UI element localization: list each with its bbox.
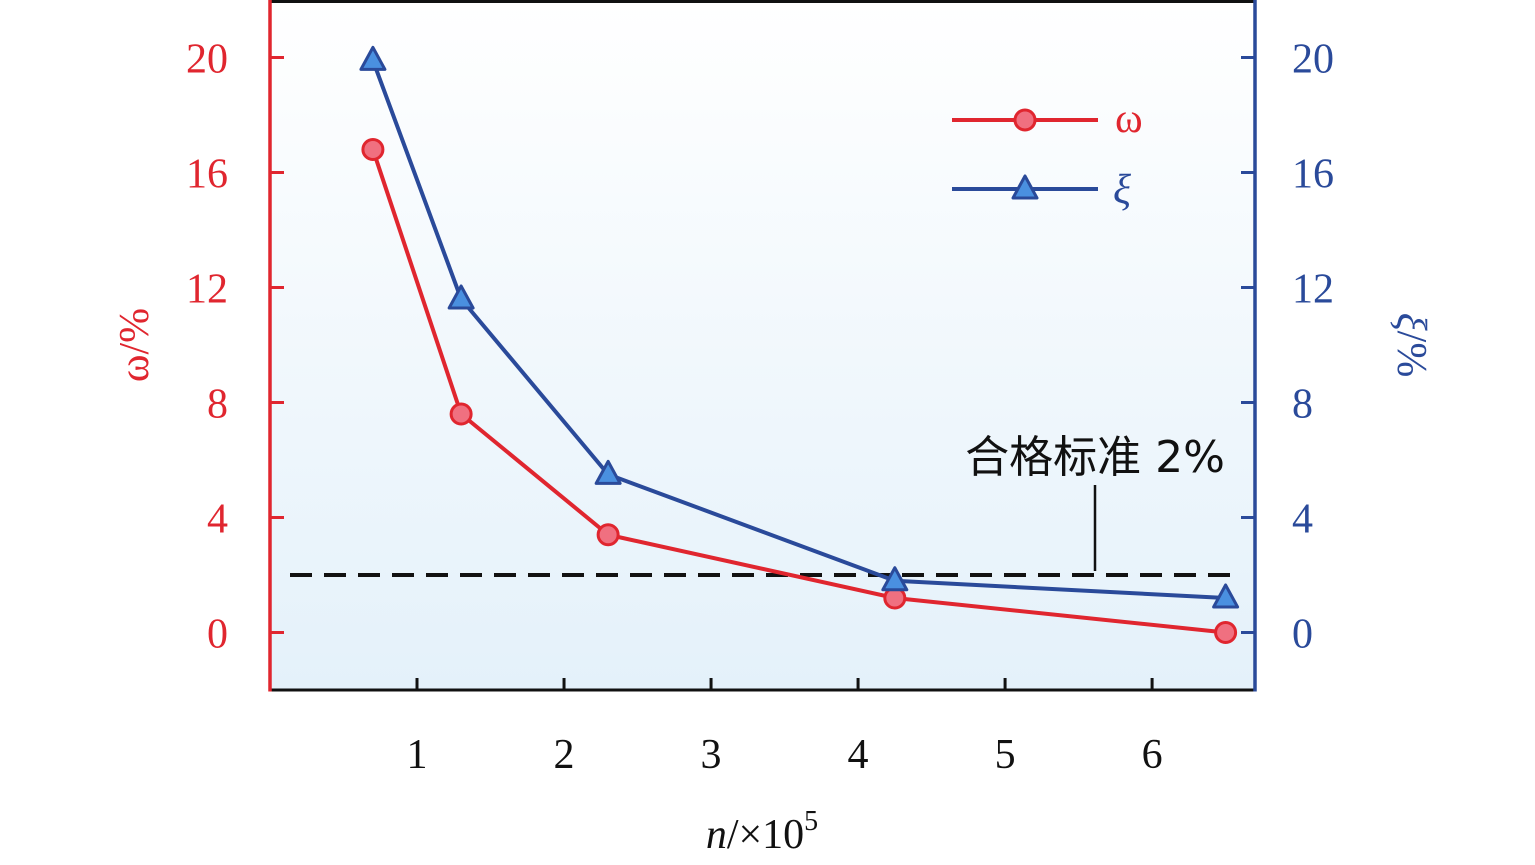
right-tick-label: 4 bbox=[1292, 497, 1313, 543]
x-axis-unit: /×10 bbox=[727, 812, 804, 858]
left-tick-label: 16 bbox=[186, 152, 228, 198]
data-point-xi bbox=[447, 284, 475, 310]
legend-label-xi: ξ bbox=[1113, 167, 1131, 213]
x-axis-exponent: 5 bbox=[804, 806, 818, 837]
right-tick-label: 12 bbox=[1292, 267, 1334, 313]
x-tick-label: 6 bbox=[1142, 732, 1163, 778]
left-tick-label: 20 bbox=[186, 37, 228, 83]
x-tick-label: 4 bbox=[848, 732, 869, 778]
data-point-xi bbox=[1212, 583, 1240, 609]
left-y-axis-title: ω/% bbox=[112, 308, 158, 382]
left-tick-label: 0 bbox=[207, 612, 228, 658]
right-tick-label: 0 bbox=[1292, 612, 1313, 658]
left-tick-label: 8 bbox=[207, 382, 228, 428]
legend-marker-xi bbox=[1011, 174, 1039, 200]
x-axis-variable: n bbox=[706, 812, 727, 858]
data-point-xi bbox=[359, 45, 387, 71]
legend-marker-omega bbox=[1013, 108, 1037, 132]
left-y-axis-unit: /% bbox=[112, 308, 158, 355]
right-tick-label: 8 bbox=[1292, 382, 1313, 428]
right-tick-label: 16 bbox=[1292, 152, 1334, 198]
right-y-axis-title: ξ/% bbox=[1388, 313, 1434, 378]
left-tick-label: 12 bbox=[186, 267, 228, 313]
x-axis-ticks: 1 2 3 4 5 6 bbox=[407, 678, 1163, 778]
right-y-axis-unit: /% bbox=[1388, 331, 1434, 378]
legend: ω ξ bbox=[952, 96, 1143, 213]
data-point-xi bbox=[594, 459, 622, 485]
right-tick-label: 20 bbox=[1292, 37, 1334, 83]
left-y-axis-variable: ω bbox=[112, 355, 158, 383]
data-point-xi bbox=[881, 566, 909, 592]
data-point-omega bbox=[361, 138, 385, 161]
plot-background bbox=[270, 0, 1255, 690]
right-y-axis-variable: ξ bbox=[1388, 313, 1434, 331]
data-point-omega bbox=[596, 523, 620, 547]
left-tick-label: 4 bbox=[207, 497, 228, 543]
reference-label: 合格标准 2% bbox=[965, 432, 1225, 483]
x-tick-label: 3 bbox=[701, 732, 722, 778]
right-axis-ticks: 0 4 8 12 16 20 bbox=[1241, 37, 1334, 658]
left-axis-ticks: 0 4 8 12 16 20 bbox=[186, 37, 284, 658]
x-tick-label: 2 bbox=[554, 732, 575, 778]
legend-label-omega: ω bbox=[1115, 96, 1143, 142]
data-point-omega bbox=[1214, 621, 1238, 644]
data-point-omega bbox=[449, 402, 473, 426]
x-tick-label: 5 bbox=[995, 732, 1016, 778]
x-axis-title: n/×105 bbox=[706, 806, 818, 858]
series-layer bbox=[359, 45, 1240, 644]
x-tick-label: 1 bbox=[407, 732, 428, 778]
